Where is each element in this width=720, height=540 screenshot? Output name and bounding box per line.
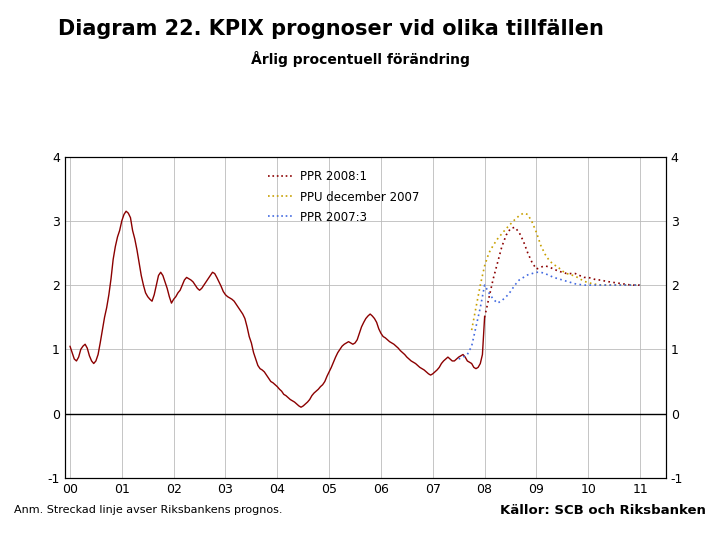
Text: Källor: SCB och Riksbanken: Källor: SCB och Riksbanken xyxy=(500,504,706,517)
Text: Årlig procentuell förändring: Årlig procentuell förändring xyxy=(251,51,469,68)
Text: SVERIGES
RIKSBANK: SVERIGES RIKSBANK xyxy=(642,49,686,70)
Text: Anm. Streckad linje avser Riksbankens prognos.: Anm. Streckad linje avser Riksbankens pr… xyxy=(14,505,283,515)
Text: Diagram 22. KPIX prognoser vid olika tillfällen: Diagram 22. KPIX prognoser vid olika til… xyxy=(58,19,603,39)
Legend: PPR 2008:1, PPU december 2007, PPR 2007:3: PPR 2008:1, PPU december 2007, PPR 2007:… xyxy=(263,166,424,228)
